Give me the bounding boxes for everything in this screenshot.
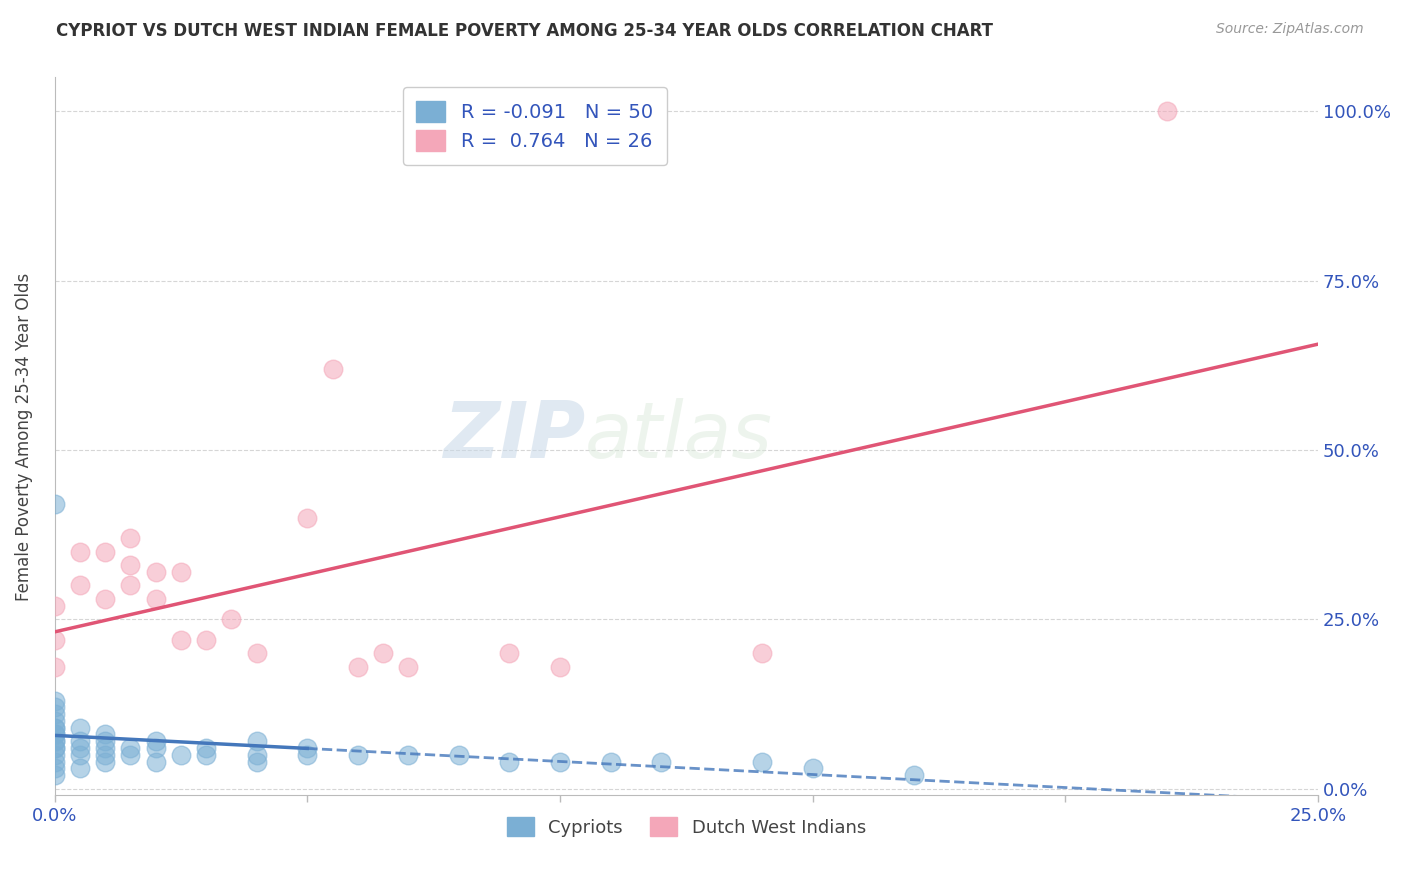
Point — [44, 761, 66, 775]
Point — [145, 565, 167, 579]
Point — [650, 755, 672, 769]
Text: Source: ZipAtlas.com: Source: ZipAtlas.com — [1216, 22, 1364, 37]
Point — [246, 734, 269, 748]
Point — [145, 741, 167, 756]
Point — [751, 646, 773, 660]
Point — [145, 755, 167, 769]
Point — [94, 755, 117, 769]
Point — [246, 747, 269, 762]
Point — [69, 578, 91, 592]
Point — [44, 632, 66, 647]
Point — [145, 734, 167, 748]
Point — [69, 721, 91, 735]
Point — [396, 747, 419, 762]
Point — [44, 747, 66, 762]
Point — [246, 646, 269, 660]
Point — [44, 727, 66, 741]
Point — [346, 747, 368, 762]
Point — [94, 734, 117, 748]
Point — [69, 747, 91, 762]
Point — [44, 659, 66, 673]
Point — [94, 544, 117, 558]
Point — [145, 591, 167, 606]
Point — [44, 497, 66, 511]
Point — [69, 544, 91, 558]
Text: CYPRIOT VS DUTCH WEST INDIAN FEMALE POVERTY AMONG 25-34 YEAR OLDS CORRELATION CH: CYPRIOT VS DUTCH WEST INDIAN FEMALE POVE… — [56, 22, 993, 40]
Point — [44, 734, 66, 748]
Point — [170, 632, 193, 647]
Point — [44, 700, 66, 714]
Point — [120, 741, 142, 756]
Point — [120, 531, 142, 545]
Y-axis label: Female Poverty Among 25-34 Year Olds: Female Poverty Among 25-34 Year Olds — [15, 272, 32, 600]
Point — [44, 727, 66, 741]
Point — [548, 755, 571, 769]
Point — [44, 734, 66, 748]
Text: ZIP: ZIP — [443, 399, 585, 475]
Point — [903, 768, 925, 782]
Point — [599, 755, 621, 769]
Point — [297, 747, 319, 762]
Point — [94, 747, 117, 762]
Point — [44, 721, 66, 735]
Point — [498, 646, 520, 660]
Point — [396, 659, 419, 673]
Text: atlas: atlas — [585, 399, 773, 475]
Point — [69, 734, 91, 748]
Legend: Cypriots, Dutch West Indians: Cypriots, Dutch West Indians — [499, 809, 873, 844]
Point — [751, 755, 773, 769]
Point — [44, 741, 66, 756]
Point — [120, 558, 142, 573]
Point — [44, 741, 66, 756]
Point — [801, 761, 824, 775]
Point — [94, 741, 117, 756]
Point — [44, 768, 66, 782]
Point — [322, 361, 344, 376]
Point — [447, 747, 470, 762]
Point — [195, 632, 218, 647]
Point — [44, 599, 66, 613]
Point — [120, 747, 142, 762]
Point — [297, 741, 319, 756]
Point — [346, 659, 368, 673]
Point — [94, 591, 117, 606]
Point — [69, 761, 91, 775]
Point — [44, 707, 66, 722]
Point — [221, 612, 243, 626]
Point — [44, 693, 66, 707]
Point — [548, 659, 571, 673]
Point — [120, 578, 142, 592]
Point — [1156, 104, 1178, 119]
Point — [170, 747, 193, 762]
Point — [44, 714, 66, 728]
Point — [195, 747, 218, 762]
Point — [94, 727, 117, 741]
Point — [371, 646, 394, 660]
Point — [44, 721, 66, 735]
Point — [297, 510, 319, 524]
Point — [195, 741, 218, 756]
Point — [170, 565, 193, 579]
Point — [246, 755, 269, 769]
Point — [498, 755, 520, 769]
Point — [44, 755, 66, 769]
Point — [69, 741, 91, 756]
